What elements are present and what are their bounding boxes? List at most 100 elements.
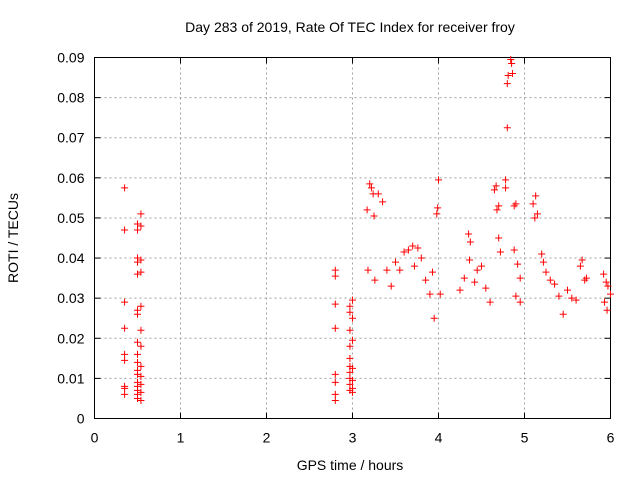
data-point [600, 298, 608, 306]
x-tick-label: 3 [349, 430, 357, 446]
data-point [331, 324, 339, 332]
data-point [349, 376, 356, 384]
data-point [559, 310, 567, 318]
data-point [379, 198, 387, 206]
data-point [363, 206, 371, 214]
data-point [410, 262, 418, 270]
data-point [121, 298, 129, 306]
data-point [349, 336, 356, 344]
data-point [508, 70, 516, 78]
data-point [137, 222, 145, 230]
data-point [331, 378, 339, 386]
data-point [134, 338, 141, 346]
x-axis-title: GPS time / hours [297, 457, 404, 473]
data-point [346, 368, 354, 376]
x-tick-label: 0 [91, 430, 99, 446]
data-point [600, 270, 608, 278]
data-point [460, 274, 468, 282]
data-point [331, 266, 339, 274]
data-point [555, 292, 563, 300]
data-point [349, 364, 356, 372]
x-tick-label: 1 [177, 430, 185, 446]
x-tick-label: 2 [263, 430, 271, 446]
chart-title: Day 283 of 2019, Rate Of TEC Index for r… [185, 19, 515, 35]
data-point [435, 176, 442, 184]
y-tick-label: 0 [77, 411, 85, 427]
axis-ticks: 0 1 2 3 4 5 6 0 0.01 0.02 0.03 0.04 0.05 0.06 0.07 0.08… [57, 50, 614, 446]
data-point [496, 248, 504, 256]
data-point [507, 56, 515, 64]
data-point [392, 258, 399, 266]
data-point [495, 234, 503, 242]
data-point [529, 200, 537, 208]
data-point [493, 206, 501, 214]
data-point [478, 262, 485, 270]
data-point [374, 190, 382, 198]
data-point [473, 266, 481, 274]
data-point [134, 310, 141, 318]
data-point [539, 258, 547, 266]
data-point [417, 254, 425, 262]
data-point [346, 308, 354, 316]
data-point [503, 80, 511, 88]
data-point [134, 350, 141, 358]
data-point [603, 306, 611, 314]
data-point [568, 294, 576, 302]
data-point [137, 362, 145, 370]
data-point [137, 256, 145, 264]
data-point [370, 212, 378, 220]
x-tick-label: 5 [521, 430, 529, 446]
y-tick-label: 0.06 [57, 170, 84, 186]
y-tick-label: 0.03 [57, 290, 84, 306]
data-point [331, 272, 339, 280]
data-point [137, 210, 145, 218]
y-tick-label: 0.09 [57, 50, 84, 66]
data-point [346, 302, 354, 310]
data-point [331, 370, 339, 378]
data-point [409, 242, 417, 250]
y-tick-label: 0.07 [57, 130, 84, 146]
data-point [346, 342, 354, 350]
data-point [551, 280, 559, 288]
data-point [532, 192, 540, 200]
data-point [137, 268, 145, 276]
data-point [582, 274, 590, 282]
data-point [471, 278, 479, 286]
data-point [531, 214, 539, 222]
grid [94, 57, 611, 419]
data-point [514, 260, 522, 268]
data-point [456, 286, 464, 294]
data-point [546, 276, 554, 284]
y-tick-label: 0.04 [57, 250, 84, 266]
data-point [426, 290, 434, 298]
data-point [502, 184, 510, 192]
data-point [604, 282, 612, 290]
data-point [400, 248, 408, 256]
data-point [137, 302, 145, 310]
data-point [121, 356, 129, 364]
y-tick-label: 0.01 [57, 370, 84, 386]
data-point [466, 238, 474, 246]
data-point [512, 292, 520, 300]
data-point [371, 276, 379, 284]
data-point [137, 380, 145, 388]
data-point [576, 262, 584, 270]
data-point [383, 266, 391, 274]
data-point [422, 276, 430, 284]
data-point [508, 60, 516, 68]
data-point [121, 384, 129, 392]
data-point [331, 390, 339, 398]
data-point [434, 204, 442, 212]
data-point [134, 226, 141, 234]
data-point [346, 354, 354, 362]
data-point [349, 296, 356, 304]
x-tick-label: 6 [607, 430, 615, 446]
data-point [602, 278, 610, 286]
y-tick-label: 0.08 [57, 90, 84, 106]
data-point [516, 274, 524, 282]
data-point [367, 184, 375, 192]
data-point [121, 324, 129, 332]
data-point [428, 268, 436, 276]
data-point [486, 298, 494, 306]
